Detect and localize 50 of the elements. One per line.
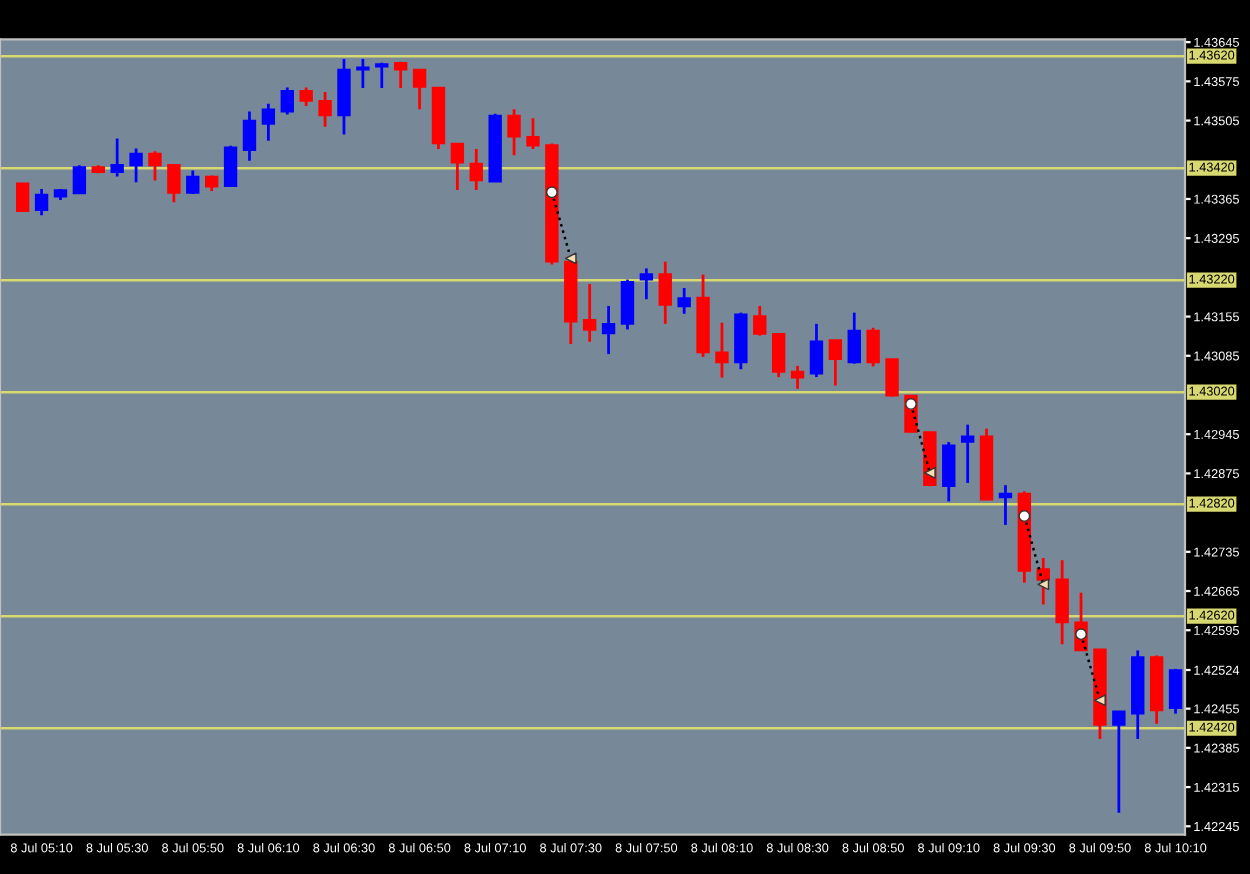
point	[1094, 694, 1106, 707]
candlestick	[129, 147, 143, 184]
candlestick	[828, 338, 843, 387]
point	[923, 466, 936, 479]
point	[545, 186, 558, 199]
candlestick	[242, 110, 257, 163]
candlestick	[148, 149, 162, 182]
candlestick	[1168, 667, 1183, 716]
candlestick	[507, 107, 521, 157]
candlestick	[942, 440, 956, 503]
candlestick	[34, 187, 49, 217]
candlestick	[809, 322, 824, 379]
candlestick	[658, 260, 672, 326]
candlestick	[601, 304, 616, 356]
candlestick	[223, 144, 238, 188]
candlestick	[771, 332, 786, 379]
candlestick	[620, 278, 635, 331]
candlestick	[261, 102, 276, 143]
candlestick	[960, 423, 975, 485]
candlestick	[998, 483, 1013, 527]
candlestick	[866, 326, 880, 368]
candlestick	[72, 163, 87, 195]
candlestick	[1055, 558, 1069, 646]
candlestick	[715, 321, 729, 380]
candlestick	[1112, 710, 1126, 815]
candlestick	[167, 163, 181, 204]
candlestick	[582, 282, 597, 344]
candlestick	[110, 137, 124, 178]
candlestick	[299, 86, 313, 108]
point	[564, 252, 577, 265]
candlestick	[186, 169, 200, 196]
point	[1037, 578, 1050, 591]
candlestick	[847, 311, 861, 366]
candlestick	[337, 57, 351, 136]
candlestick	[393, 60, 408, 90]
candlestick	[639, 267, 654, 301]
candlestick	[375, 61, 389, 90]
point	[1018, 510, 1031, 522]
candlestick	[526, 116, 540, 151]
candlestick	[450, 142, 465, 192]
candlestick	[280, 86, 294, 116]
candlestick	[753, 304, 767, 338]
candlestick	[469, 147, 483, 192]
candlestick	[15, 182, 30, 213]
candlestick	[318, 90, 332, 129]
point	[905, 398, 917, 410]
candlestick	[412, 68, 427, 111]
candlestick	[885, 357, 899, 399]
candlestick	[677, 286, 691, 316]
candlestick	[1036, 556, 1050, 606]
